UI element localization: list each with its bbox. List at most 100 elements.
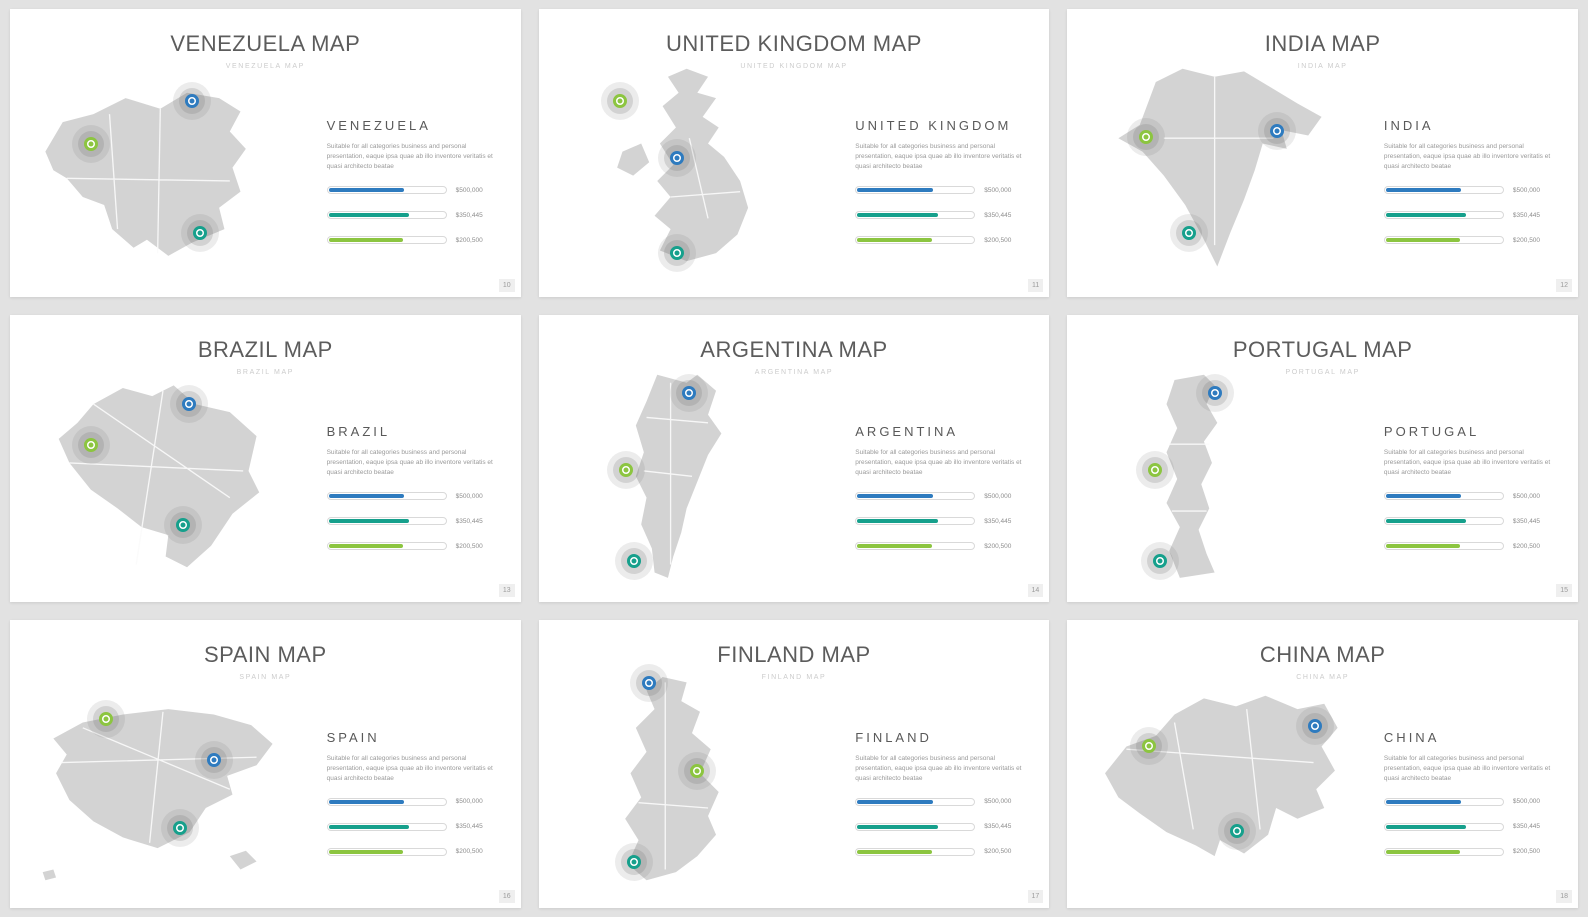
teal-map-marker-icon (1169, 213, 1208, 252)
country-name: SPAIN (326, 729, 380, 745)
progress-bar-fill (857, 494, 933, 499)
marker-dot (103, 716, 109, 722)
progress-bar (855, 236, 976, 245)
country-name: ARGENTINA (855, 423, 959, 439)
blue-map-marker-icon (1258, 111, 1297, 150)
slide-subtitle: UNITED KINGDOM MAP (740, 63, 848, 70)
slide-card[interactable]: VENEZUELA MAP VENEZUELA MAP VENEZUELA Su… (10, 9, 521, 297)
slide-title: CHINA MAP (1259, 642, 1386, 668)
page-number-badge: 16 (498, 889, 515, 903)
slide-card[interactable]: INDIA MAP INDIA MAP INDIA Suitable for a… (1067, 9, 1578, 297)
slide-card[interactable]: UNITED KINGDOM MAP UNITED KINGDOM MAP UN… (538, 9, 1050, 297)
progress-bar-fill (328, 799, 405, 804)
info-panel: SPAIN Suitable for all categories busine… (326, 729, 511, 873)
marker-dot (646, 680, 652, 686)
marker-dot (623, 467, 629, 473)
country-name: BRAZIL (326, 423, 391, 439)
progress-bar-fill (857, 824, 938, 829)
bar-row: $200,500 (1383, 542, 1568, 551)
progress-bar (1383, 211, 1504, 220)
slide-title: SPAIN MAP (203, 642, 327, 668)
bar-row: $350,445 (326, 822, 511, 831)
progress-bar-fill (328, 238, 403, 243)
green-map-marker-icon (1126, 118, 1165, 157)
page-number-badge: 13 (498, 584, 515, 598)
bar-value: $200,500 (1512, 542, 1541, 550)
bar-value: $350,445 (455, 517, 483, 525)
page-number-badge: 11 (1028, 278, 1044, 292)
green-map-marker-icon (1129, 727, 1168, 766)
progress-bar-fill (1385, 849, 1461, 854)
slide-title: FINLAND MAP (717, 642, 871, 668)
progress-bar-fill (857, 849, 932, 854)
slide-subtitle: INDIA MAP (1297, 63, 1348, 70)
marker-dot (186, 401, 192, 407)
stat-bars: $500,000 $350,445 $200,500 (855, 186, 1039, 245)
green-map-marker-icon (606, 451, 645, 490)
progress-bar (855, 211, 976, 220)
green-map-marker-icon (72, 125, 111, 164)
blue-map-marker-icon (669, 374, 708, 413)
bar-value: $350,445 (984, 211, 1012, 219)
blue-map-marker-icon (1195, 374, 1234, 413)
marker-dot (1157, 558, 1163, 564)
slide-card[interactable]: PORTUGAL MAP PORTUGAL MAP PORTUGAL Suita… (1067, 314, 1578, 603)
bar-row: $350,445 (855, 822, 1039, 831)
slide-card[interactable]: BRAZIL MAP BRAZIL MAP BRAZIL Suitable fo… (10, 314, 521, 603)
progress-bar-fill (328, 188, 405, 193)
bar-row: $350,445 (1383, 517, 1568, 526)
bar-row: $500,000 (326, 492, 511, 501)
bar-row: $500,000 (326, 797, 511, 806)
progress-bar-fill (1385, 188, 1462, 193)
progress-bar-fill (857, 213, 938, 218)
slide-subtitle: CHINA MAP (1296, 674, 1350, 682)
progress-bar-fill (328, 494, 405, 499)
progress-bar (855, 797, 976, 806)
country-description: Suitable for all categories business and… (1383, 448, 1551, 477)
progress-bar (1383, 236, 1504, 245)
bar-value: $500,000 (455, 492, 483, 500)
map-area (20, 364, 306, 591)
stat-bars: $500,000 $350,445 $200,500 (1383, 186, 1568, 245)
slide-card[interactable]: FINLAND MAP FINLAND MAP FINLAND Suitable… (538, 620, 1050, 908)
country-map-shape (1118, 68, 1322, 267)
country-map-shape (42, 709, 273, 881)
page-number-badge: 12 (1556, 278, 1572, 292)
slide-card[interactable]: CHINA MAP CHINA MAP CHINA Suitable for a… (1067, 620, 1578, 908)
bar-value: $500,000 (984, 186, 1012, 194)
map-area (20, 58, 306, 285)
bar-value: $200,500 (1512, 236, 1541, 244)
info-panel: ARGENTINA Suitable for all categories bu… (855, 424, 1039, 567)
slide-card[interactable]: SPAIN MAP SPAIN MAP SPAIN Suitable for a… (10, 620, 521, 908)
page-number-badge: 14 (1027, 584, 1044, 598)
progress-bar (855, 517, 976, 526)
progress-bar (326, 822, 447, 831)
marker-dot (1312, 723, 1318, 729)
green-map-marker-icon (678, 752, 717, 791)
country-map-shape (58, 384, 260, 567)
bar-row: $350,445 (1383, 211, 1568, 220)
marker-dot (694, 768, 700, 774)
bar-row: $500,000 (1383, 492, 1568, 501)
marker-dot (674, 250, 680, 256)
green-map-marker-icon (72, 426, 111, 465)
bar-value: $350,445 (984, 823, 1012, 831)
country-description: Suitable for all categories business and… (1383, 754, 1551, 782)
bar-value: $200,500 (984, 848, 1012, 856)
bar-row: $500,000 (855, 492, 1039, 501)
bar-row: $500,000 (1383, 797, 1568, 806)
country-region-lines (1169, 443, 1210, 512)
page-number-badge: 15 (1556, 584, 1572, 598)
map-area (1077, 669, 1363, 896)
country-description: Suitable for all categories business and… (1383, 143, 1551, 171)
map-area (549, 364, 835, 591)
slide-card[interactable]: ARGENTINA MAP ARGENTINA MAP ARGENTINA Su… (538, 314, 1050, 603)
marker-dot (1234, 828, 1240, 834)
country-name: UNITED KINGDOM (855, 118, 1012, 134)
bar-row: $500,000 (855, 186, 1039, 195)
green-map-marker-icon (601, 82, 640, 121)
marker-dot (189, 98, 195, 104)
bar-row: $200,500 (855, 847, 1039, 856)
progress-bar (326, 211, 447, 220)
page-number-badge: 17 (1027, 889, 1044, 903)
